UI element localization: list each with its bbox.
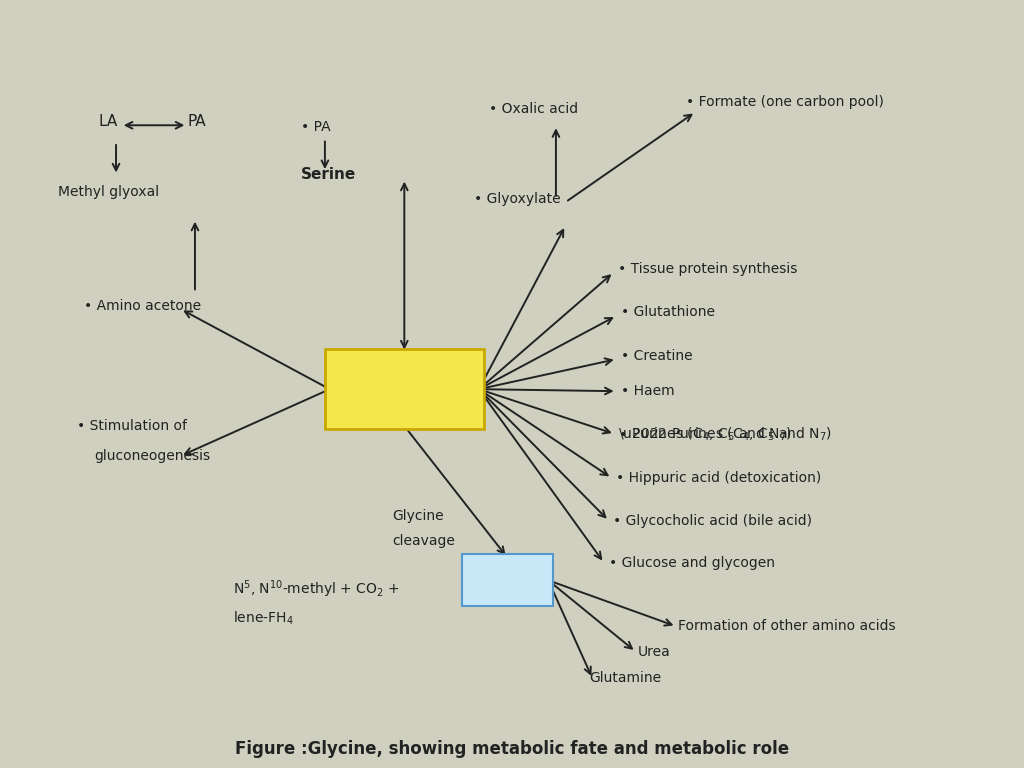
Text: N$^5$, N$^{10}$-methyl + CO$_2$ +: N$^5$, N$^{10}$-methyl + CO$_2$ + bbox=[233, 579, 400, 601]
Text: Glutamine: Glutamine bbox=[590, 671, 662, 686]
Text: $\bullet$ Purines (C$_4$, C$_5$ and N$_7$): $\bullet$ Purines (C$_4$, C$_5$ and N$_7… bbox=[618, 425, 793, 442]
Text: Methyl glyoxal: Methyl glyoxal bbox=[57, 185, 159, 199]
FancyBboxPatch shape bbox=[462, 554, 553, 607]
Text: Glycine: Glycine bbox=[364, 379, 444, 399]
Text: • Hippuric acid (detoxication): • Hippuric acid (detoxication) bbox=[615, 471, 821, 485]
Text: LA: LA bbox=[98, 114, 118, 130]
Text: • Creatine: • Creatine bbox=[622, 349, 693, 362]
Text: Figure :Glycine, showing metabolic fate and metabolic role: Figure :Glycine, showing metabolic fate … bbox=[234, 740, 790, 758]
Text: Glycine: Glycine bbox=[392, 509, 444, 523]
Text: • Glyoxylate: • Glyoxylate bbox=[474, 192, 561, 206]
Text: • Haem: • Haem bbox=[622, 384, 675, 398]
Text: • Tissue protein synthesis: • Tissue protein synthesis bbox=[618, 262, 798, 276]
Text: NH$_3$: NH$_3$ bbox=[490, 571, 524, 591]
Text: lene-FH$_4$: lene-FH$_4$ bbox=[233, 610, 294, 627]
Text: • Glycocholic acid (bile acid): • Glycocholic acid (bile acid) bbox=[612, 514, 812, 528]
Text: • Glucose and glycogen: • Glucose and glycogen bbox=[609, 556, 775, 570]
Text: • Stimulation of: • Stimulation of bbox=[77, 419, 186, 433]
Text: gluconeogenesis: gluconeogenesis bbox=[94, 449, 210, 463]
Text: • Formate (one carbon pool): • Formate (one carbon pool) bbox=[686, 95, 884, 109]
Text: \u2022 Purines (C$_4$, C$_5$ and N$_7$): \u2022 Purines (C$_4$, C$_5$ and N$_7$) bbox=[618, 425, 833, 442]
Text: Formation of other amino acids: Formation of other amino acids bbox=[678, 619, 896, 634]
Text: • PA: • PA bbox=[301, 120, 331, 134]
Text: • Amino acetone: • Amino acetone bbox=[84, 299, 202, 313]
Text: • Oxalic acid: • Oxalic acid bbox=[488, 101, 578, 115]
Text: • Glutathione: • Glutathione bbox=[622, 306, 716, 319]
Text: PA: PA bbox=[187, 114, 206, 130]
Text: Serine: Serine bbox=[301, 167, 356, 181]
Text: Urea: Urea bbox=[638, 645, 671, 659]
FancyBboxPatch shape bbox=[325, 349, 483, 429]
Text: cleavage: cleavage bbox=[392, 534, 456, 548]
